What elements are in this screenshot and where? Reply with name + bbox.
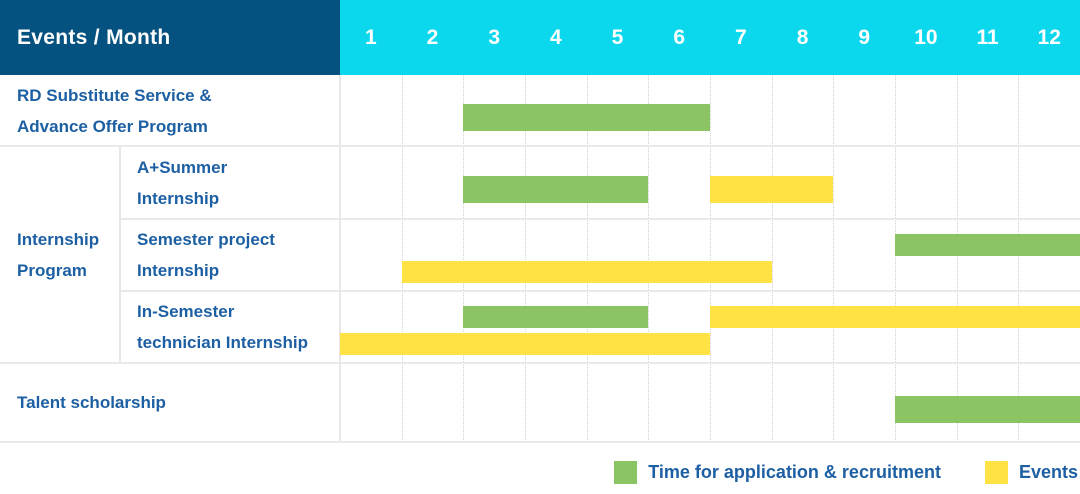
- month-header-cell-3: 3: [488, 25, 501, 49]
- month-grid-line: [956, 75, 958, 442]
- bar-recruitment: [895, 396, 1080, 423]
- bar-recruitment: [895, 234, 1080, 256]
- month-grid-line: [833, 75, 835, 442]
- legend-item-recruitment: Time for application & recruitment: [614, 460, 941, 484]
- month-grid-line: [710, 75, 711, 442]
- row-separator: [0, 362, 1080, 364]
- group-column-divider: [119, 146, 121, 363]
- row-label: RD Substitute Service & Advance Offer Pr…: [17, 85, 212, 136]
- events-month-header-cell: Events / Month: [0, 0, 340, 75]
- month-grid-line: [463, 75, 465, 442]
- legend-label-recruitment: Time for application & recruitment: [648, 461, 941, 482]
- row-label: Talent scholarship: [17, 393, 166, 412]
- bar-event: [340, 333, 710, 355]
- month-header-cell-1: 1: [364, 25, 377, 49]
- bar-recruitment: [463, 306, 649, 328]
- row-separator: [120, 290, 1080, 292]
- month-grid-line: [771, 75, 773, 442]
- month-header-cell-12: 12: [1037, 25, 1061, 49]
- recruitment-color-swatch: [614, 460, 638, 484]
- month-header-cell-7: 7: [735, 25, 747, 49]
- row-separator: [0, 441, 1080, 443]
- month-grid-line: [401, 75, 403, 442]
- month-header-cell-8: 8: [796, 25, 809, 49]
- month-header-cell-4: 4: [550, 25, 562, 49]
- bar-recruitment: [463, 176, 649, 203]
- label-area-border: [339, 75, 341, 442]
- row-label: In-Semester technician Internship: [137, 302, 308, 352]
- month-header-row: 1 2 3 4 5 6 7 8 9 10 11 12: [340, 0, 1080, 75]
- events-month-header-label: Events / Month: [17, 25, 171, 49]
- month-header-cell-6: 6: [673, 25, 686, 49]
- month-header-cell-2: 2: [426, 25, 439, 49]
- bar-event: [401, 261, 772, 283]
- row-separator: [120, 218, 1080, 220]
- month-grid-line: [586, 75, 588, 442]
- legend-label-event: Events: [1018, 461, 1078, 482]
- row-separator: [0, 145, 1080, 147]
- bar-recruitment: [463, 104, 710, 131]
- row-label: A+Summer Internship: [137, 157, 228, 208]
- legend-item-event: Events: [984, 460, 1078, 484]
- month-grid-line: [1018, 75, 1020, 442]
- month-grid-line: [895, 75, 896, 442]
- month-header-cell-11: 11: [976, 25, 999, 49]
- event-color-swatch: [984, 460, 1008, 484]
- month-header-cell-5: 5: [611, 25, 624, 49]
- row-label: Semester project Internship: [137, 230, 275, 280]
- month-grid-line: [648, 75, 650, 442]
- bar-event: [710, 306, 1080, 328]
- legend: Time for application & recruitment Event…: [0, 456, 1078, 488]
- month-header-cell-9: 9: [858, 25, 871, 49]
- group-label: Internship Program: [17, 229, 100, 280]
- month-header-cell-10: 10: [914, 25, 938, 49]
- month-grid-line: [525, 75, 526, 442]
- bar-event: [710, 176, 834, 203]
